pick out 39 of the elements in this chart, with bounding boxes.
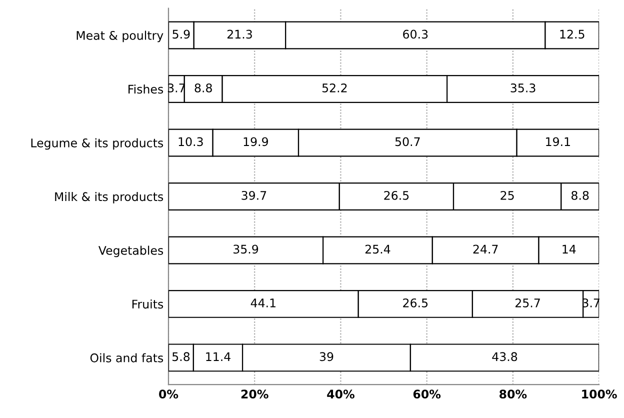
data-label: 50.7 bbox=[395, 137, 420, 146]
data-label: 19.1 bbox=[546, 137, 570, 146]
data-label: 5.8 bbox=[172, 352, 190, 362]
x-tick-label: 20% bbox=[241, 390, 268, 399]
data-label: 21.3 bbox=[227, 30, 252, 39]
y-tick-label: Fruits bbox=[132, 299, 164, 309]
y-tick-label: Milk & its products bbox=[55, 192, 164, 204]
x-tick-label: 0% bbox=[159, 390, 178, 399]
x-tick-label: 80% bbox=[500, 390, 527, 399]
data-label: 39 bbox=[320, 352, 334, 362]
data-label: 12.5 bbox=[560, 30, 584, 39]
data-label: 35.9 bbox=[234, 244, 258, 254]
data-label: 52.2 bbox=[322, 83, 347, 92]
data-label: 25.7 bbox=[516, 298, 540, 308]
x-tick-label: 40% bbox=[327, 390, 354, 399]
y-tick-label: Legume & its products bbox=[31, 138, 164, 150]
y-tick-label: Vegetables bbox=[98, 246, 164, 258]
data-label: 25 bbox=[500, 190, 514, 200]
data-label: 39.7 bbox=[242, 190, 266, 200]
data-label: 60.3 bbox=[403, 30, 428, 39]
data-label: 44.1 bbox=[250, 298, 276, 308]
x-tick-label: 60% bbox=[413, 390, 441, 399]
data-label: 26.5 bbox=[403, 298, 428, 308]
x-tick-label: 100% bbox=[582, 390, 617, 399]
data-label: 8.8 bbox=[572, 190, 589, 200]
data-label: 26.5 bbox=[384, 190, 409, 200]
data-label: 24.7 bbox=[473, 244, 498, 254]
data-label: 43.8 bbox=[492, 352, 518, 362]
data-label: 25.4 bbox=[365, 244, 390, 254]
y-tick-label: Oils and fats bbox=[90, 353, 164, 362]
data-label: 14 bbox=[562, 244, 576, 254]
y-tick-label: Meat & poultry bbox=[76, 30, 164, 42]
data-label: 5.9 bbox=[172, 30, 190, 39]
data-label: 8.8 bbox=[194, 83, 212, 92]
data-label: 11.4 bbox=[206, 352, 230, 361]
data-label: 19.9 bbox=[244, 137, 268, 146]
y-tick-label: Fishes bbox=[128, 84, 164, 94]
data-label: 10.3 bbox=[178, 137, 203, 146]
data-label: 35.3 bbox=[510, 83, 536, 92]
